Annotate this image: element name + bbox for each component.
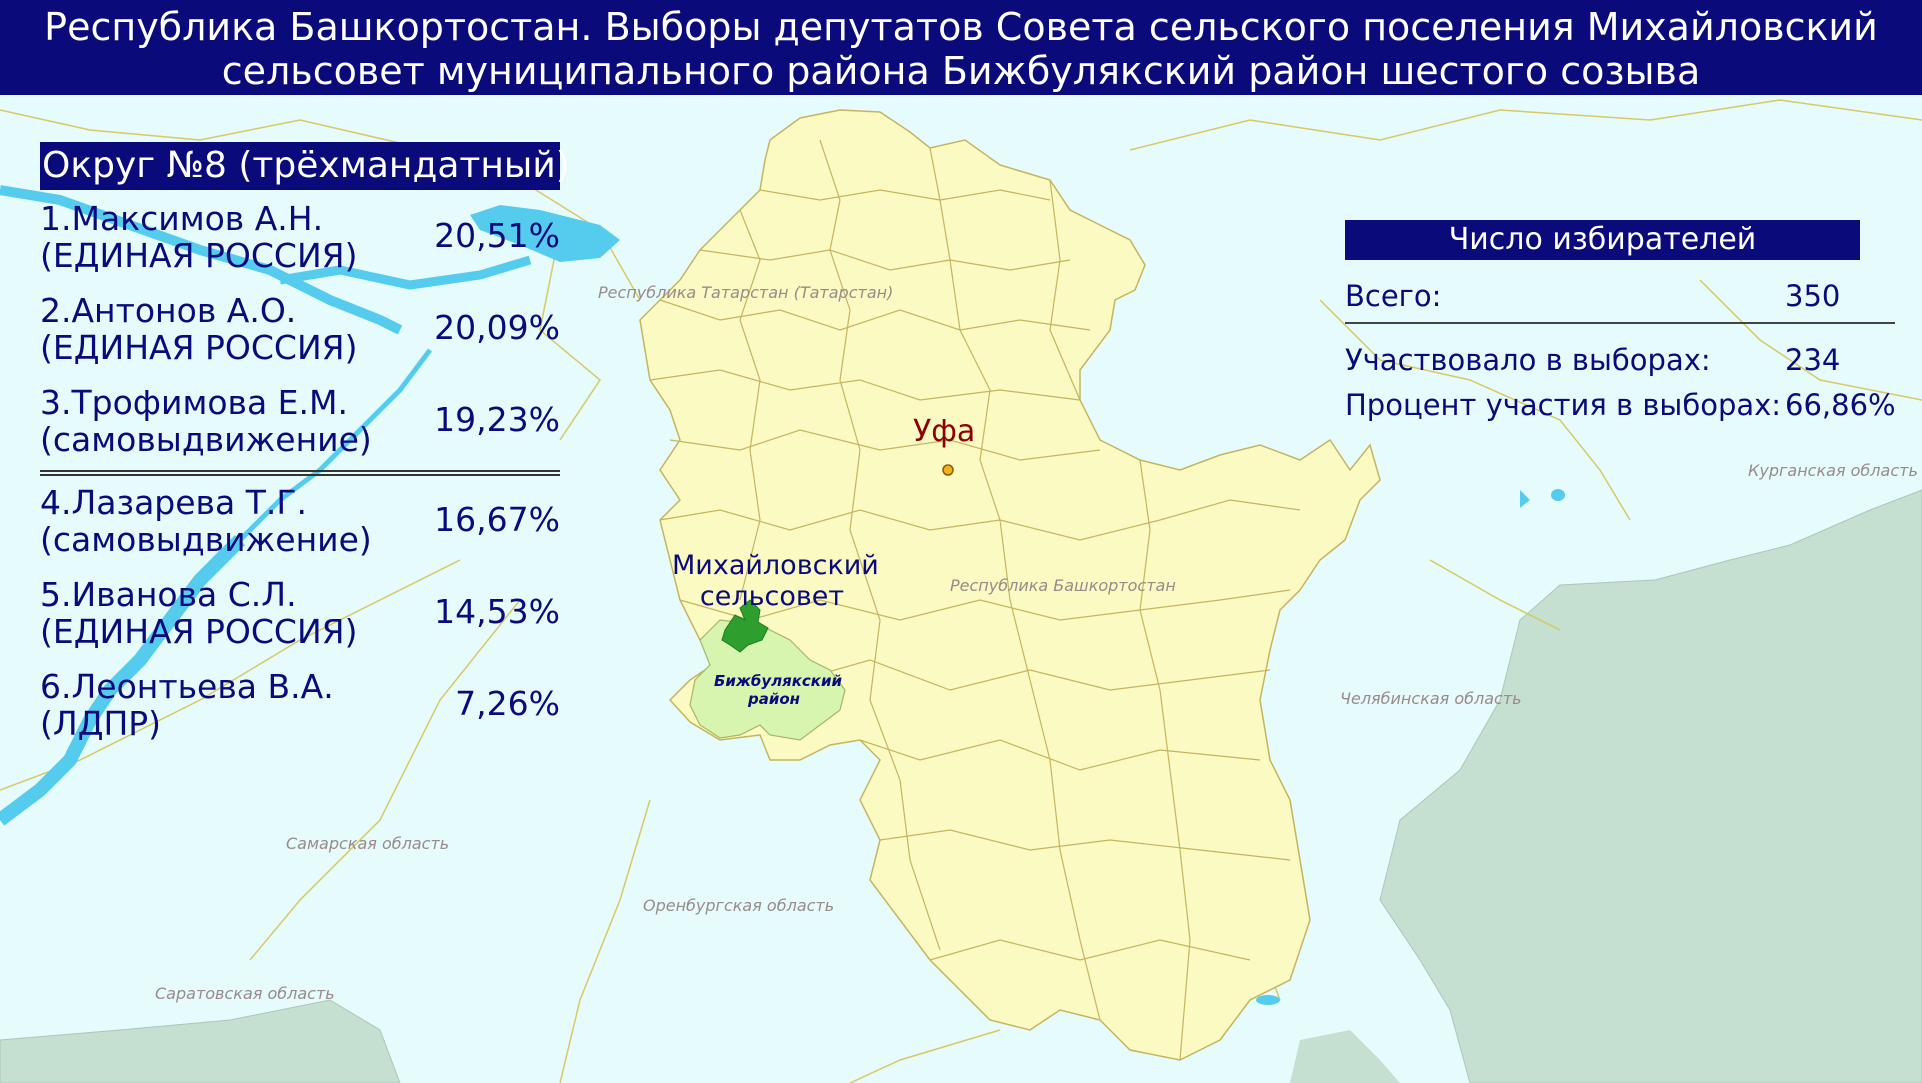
district-label: Бижбулякский район <box>714 672 843 708</box>
voters-title: Число избирателей <box>1345 220 1860 260</box>
candidate-percent: 14,53% <box>434 592 560 631</box>
stat-total-label: Всего: <box>1345 279 1442 313</box>
settlement-label: Михайловский сельсовет <box>672 550 879 612</box>
candidate-party: (ЕДИНАЯ РОССИЯ) <box>40 236 358 275</box>
region-label-samara: Самарская область <box>286 834 450 853</box>
foreign-territory <box>1379 489 1922 1083</box>
candidate-name: 2.Антонов А.О. <box>40 291 297 330</box>
candidate-4: 4.Лазарева Т.Г. (самовыдвижение) 16,67% <box>40 484 560 566</box>
stat-turnout-label: Процент участия в выборах: <box>1345 388 1782 422</box>
stat-turnout-value: 66,86% <box>1785 388 1896 422</box>
stats-separator <box>1345 322 1895 324</box>
city-label-ufa: Уфа <box>913 414 976 449</box>
candidate-1: 1.Максимов А.Н. (ЕДИНАЯ РОССИЯ) 20,51% <box>40 200 560 282</box>
region-label-chelyabinsk: Челябинская область <box>1340 689 1522 708</box>
stat-participated-value: 234 <box>1785 343 1841 377</box>
district-title: Округ №8 (трёхмандатный) <box>40 142 570 190</box>
candidate-name: 1.Максимов А.Н. <box>40 199 324 238</box>
candidate-2: 2.Антонов А.О. (ЕДИНАЯ РОССИЯ) 20,09% <box>40 292 560 374</box>
stat-participated: Участвовало в выборах: 234 <box>1345 340 1895 380</box>
candidate-party: (ЕДИНАЯ РОССИЯ) <box>40 612 358 651</box>
stat-total-value: 350 <box>1785 279 1841 313</box>
candidate-name: 4.Лазарева Т.Г. <box>40 483 307 522</box>
foreign-territory-southwest <box>0 999 401 1083</box>
candidate-name: 5.Иванова С.Л. <box>40 575 297 614</box>
candidate-name: 3.Трофимова Е.М. <box>40 383 348 422</box>
header-title-line2: сельсовет муниципального района Бижбуляк… <box>221 49 1701 93</box>
candidate-party: (самовыдвижение) <box>40 520 372 559</box>
bizhbulyak-district <box>689 619 846 741</box>
region-label-bashkortostan: Республика Башкортостан <box>950 576 1176 595</box>
header-title-line1: Республика Башкортостан. Выборы депутато… <box>44 5 1878 49</box>
mikhailovsky-settlement <box>721 599 769 653</box>
candidate-percent: 16,67% <box>434 500 560 539</box>
candidate-percent: 7,26% <box>455 684 560 723</box>
ufa-city-marker <box>942 464 954 476</box>
candidate-party: (ЕДИНАЯ РОССИЯ) <box>40 328 358 367</box>
winners-separator <box>40 470 560 476</box>
candidate-percent: 20,09% <box>434 308 560 347</box>
stat-total: Всего: 350 <box>1345 276 1895 316</box>
candidate-6: 6.Леонтьева В.А. (ЛДПР) 7,26% <box>40 668 560 750</box>
candidate-5: 5.Иванова С.Л. (ЕДИНАЯ РОССИЯ) 14,53% <box>40 576 560 658</box>
stat-participated-label: Участвовало в выборах: <box>1345 343 1711 377</box>
candidate-party: (самовыдвижение) <box>40 420 372 459</box>
region-label-tatarstan: Республика Татарстан (Татарстан) <box>598 283 894 302</box>
candidate-party: (ЛДПР) <box>40 704 162 743</box>
candidate-3: 3.Трофимова Е.М. (самовыдвижение) 19,23% <box>40 384 560 466</box>
region-label-orenburg: Оренбургская область <box>643 896 835 915</box>
candidate-percent: 19,23% <box>434 400 560 439</box>
water-bodies <box>0 185 1565 1005</box>
page-header: Республика Башкортостан. Выборы депутато… <box>0 0 1922 95</box>
district-borders <box>649 139 1301 1061</box>
foreign-territory-south <box>1290 1030 1400 1083</box>
region-label-kurgan: Курганская область <box>1748 461 1918 480</box>
candidate-percent: 20,51% <box>434 216 560 255</box>
candidate-name: 6.Леонтьева В.А. <box>40 667 334 706</box>
stat-turnout: Процент участия в выборах: 66,86% <box>1345 385 1896 425</box>
region-label-saratov: Саратовская область <box>155 984 335 1003</box>
